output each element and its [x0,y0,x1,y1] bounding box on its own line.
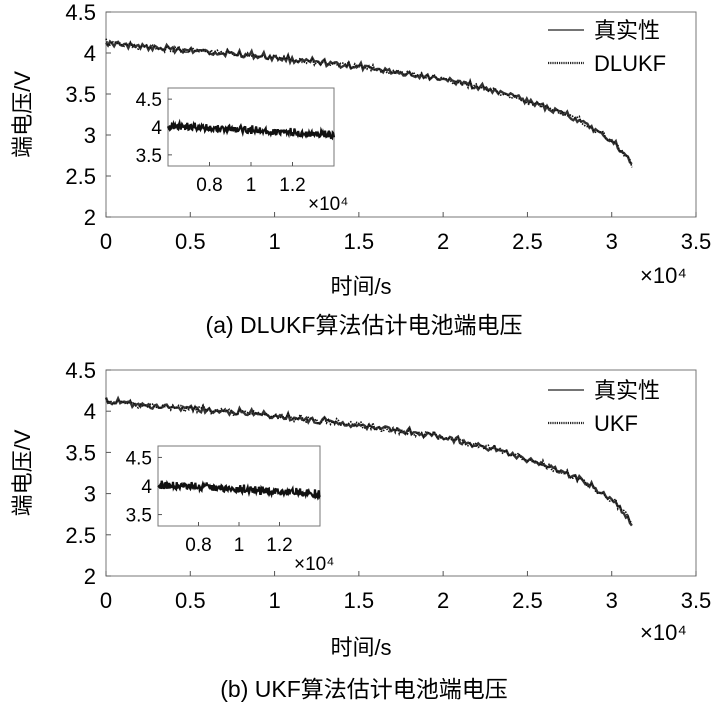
inset-x-exponent-label: ×10⁴ [308,194,348,215]
plot-frame [105,369,697,577]
inset-series-line [157,479,321,501]
y-axis-label: 端电压/V [10,429,35,516]
inset-x-tick-label: 1 [246,175,257,196]
inset-x-tick-label: 0.8 [185,535,211,556]
x-tick-label: 2 [437,229,449,254]
y-tick-label: 4 [84,41,96,66]
y-tick-label: 3.5 [65,82,96,107]
x-exponent-label: ×10⁴ [640,620,687,645]
y-tick-label: 2 [84,205,96,230]
x-tick-label: 0 [100,229,112,254]
x-tick-label: 1.5 [344,588,375,613]
x-tick-label: 1.5 [344,229,375,254]
y-tick-label: 2 [84,564,96,589]
inset-x-tick-label: 1.2 [266,535,292,556]
y-tick-label: 3.5 [65,440,96,465]
x-tick-label: 0.5 [175,229,206,254]
legend: 真实性 DLUKF [548,18,666,76]
chart-panel-b: 2 2.5 3 3.5 4 4.5 0 0.5 1 1.5 2 2.5 3 3.5 ×10⁴ 时间/s 端电压/… [10,358,711,702]
y-tick-label: 3 [84,123,96,148]
x-tick-label: 2 [437,588,449,613]
y-tick-label: 4 [84,399,96,424]
y-tick-label: 4.5 [65,0,96,25]
x-tick-label: 3.5 [681,588,712,613]
inset-y-tick-label: 3.5 [126,506,152,527]
x-tick-label: 3.5 [681,229,712,254]
x-tick-label: 0.5 [175,588,206,613]
y-tick-label: 3 [84,482,96,507]
legend-label: 真实性 [594,378,660,403]
x-tick-label: 1 [268,229,280,254]
inset-y-tick-label: 4.5 [126,448,152,469]
x-axis-label: 时间/s [330,274,391,299]
figure-caption: (a) DLUKF算法估计电池端电压 [206,312,523,338]
x-tick-label: 1 [268,588,280,613]
inset-y-tick-label: 4 [141,477,152,498]
inset-x-tick-label: 1.2 [279,175,305,196]
x-tick-label: 0 [100,588,112,613]
figure-caption: (b) UKF算法估计电池端电压 [220,676,508,702]
x-tick-label: 3 [606,588,618,613]
legend-label: 真实性 [594,18,660,43]
inset-x-exponent-label: ×10⁴ [294,554,334,575]
x-tick-label: 2.5 [512,229,543,254]
legend-label: DLUKF [594,51,666,76]
series-line-estimate [105,38,633,168]
y-tick-label: 4.5 [65,358,96,383]
chart-panel-a: 2 2.5 3 3.5 4 4.5 0 0.5 1 1.5 2 2.5 3 3.5 ×10⁴ 时间/s 端电压/… [10,0,711,338]
inset-chart: 3.5 4 4.5 0.8 1 1.2×10⁴ [126,445,334,575]
y-tick-label: 2.5 [65,164,96,189]
legend: 真实性 UKF [548,378,660,436]
inset-y-tick-label: 4.5 [136,90,162,111]
inset-y-tick-label: 4 [151,118,162,139]
x-exponent-label: ×10⁴ [640,263,687,288]
legend-label: UKF [594,411,638,436]
inset-chart: 3.5 4 4.5 0.8 1 1.2×10⁴ [136,87,348,215]
x-tick-label: 3 [606,229,618,254]
y-tick-label: 2.5 [65,523,96,548]
inset-y-tick-label: 3.5 [136,146,162,167]
inset-series-line [166,118,336,141]
x-axis-label: 时间/s [330,635,391,660]
y-axis-label: 端电压/V [10,71,35,158]
inset-x-tick-label: 1 [234,535,245,556]
plot-frame [105,11,697,218]
series-line-estimate [105,398,633,524]
x-tick-label: 2.5 [512,588,543,613]
inset-x-tick-label: 0.8 [196,175,222,196]
